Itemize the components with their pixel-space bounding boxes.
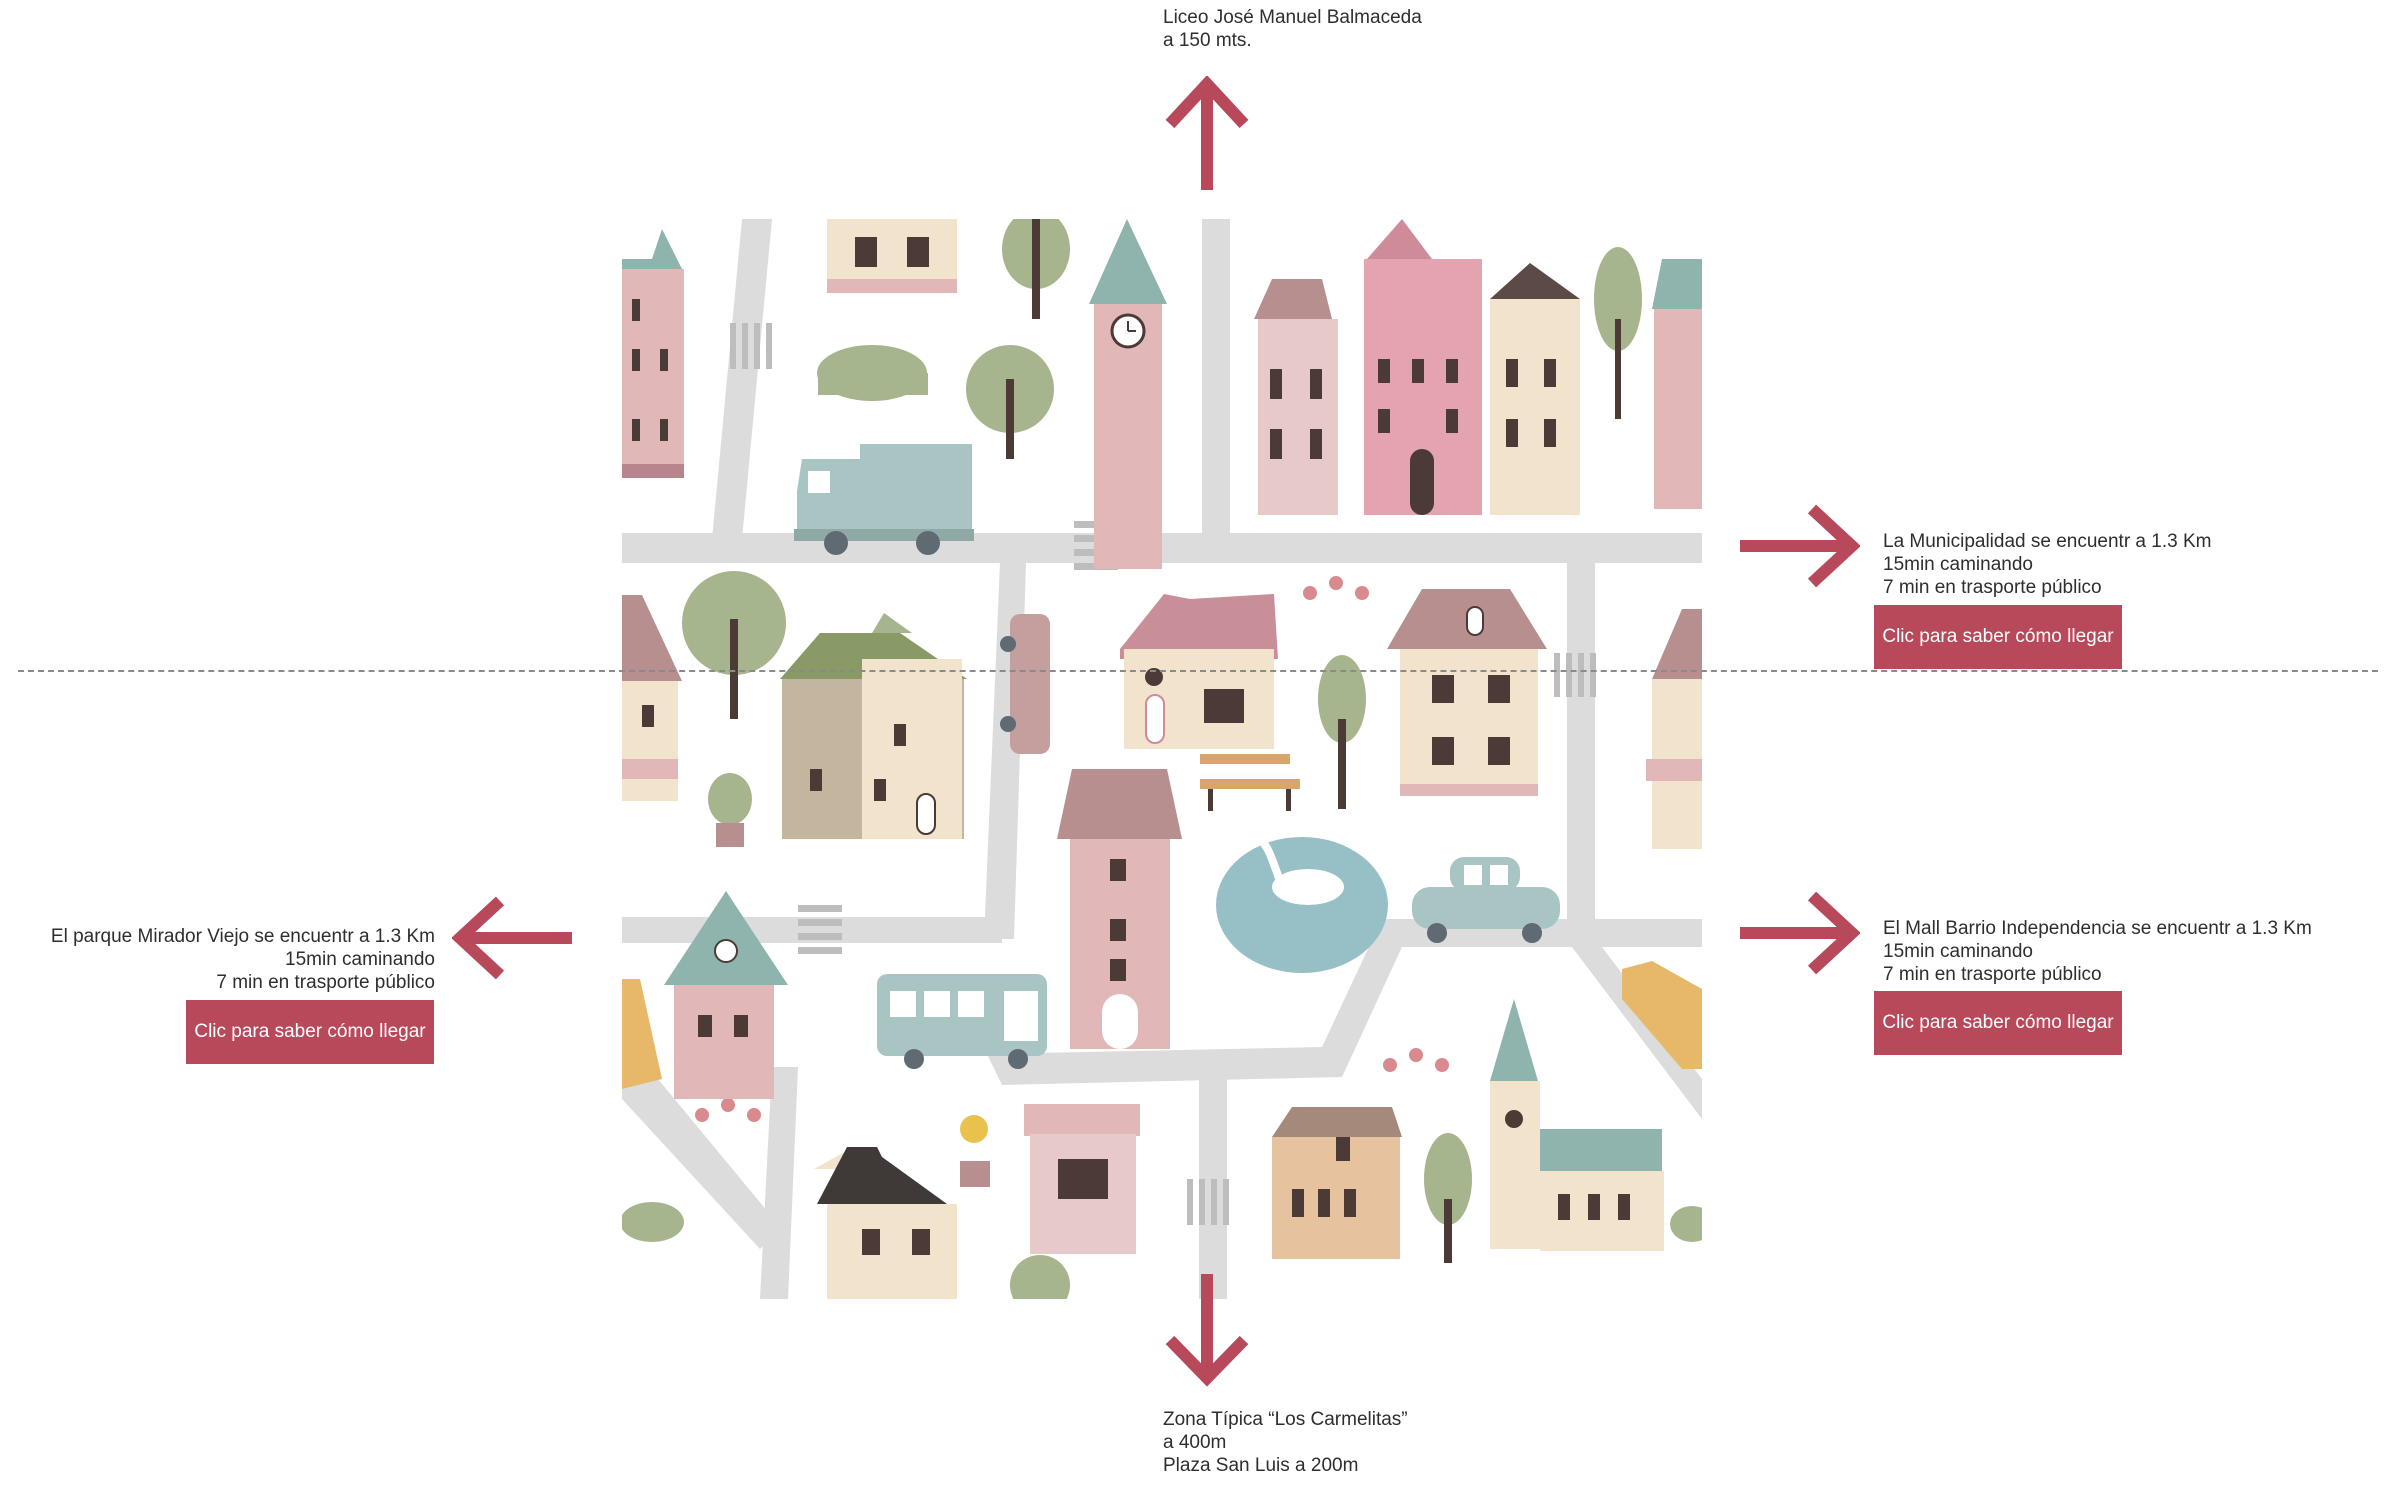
mall-directions-button[interactable]: Clic para saber cómo llegar bbox=[1874, 991, 2122, 1055]
car-icon bbox=[1000, 614, 1050, 754]
house-icon bbox=[1057, 769, 1182, 1049]
mall-destination-title: El Mall Barrio Independencia se encuentr… bbox=[1883, 918, 2312, 939]
house-icon bbox=[780, 613, 967, 839]
city-map bbox=[622, 219, 1702, 1299]
mall-transit-time: 7 min en trasporte público bbox=[1883, 964, 2102, 985]
tree-icon bbox=[1424, 1133, 1472, 1263]
dashed-guide-line bbox=[18, 670, 2378, 672]
house-icon bbox=[1490, 263, 1580, 515]
municipality-destination-label: La Municipalidad se encuentr a 1.3 Km 15… bbox=[1883, 530, 2211, 599]
arrow-left-icon bbox=[452, 896, 572, 980]
mall-destination-label: El Mall Barrio Independencia se encuentr… bbox=[1883, 917, 2312, 986]
south-plaza-distance: Plaza San Luis a 200m bbox=[1163, 1455, 1359, 1476]
bush bbox=[817, 345, 928, 401]
tree-icon bbox=[1594, 247, 1642, 419]
tree-icon bbox=[682, 571, 786, 719]
house-icon bbox=[622, 595, 682, 801]
flowers bbox=[695, 576, 1449, 1122]
park-walk-time: 15min caminando bbox=[285, 949, 435, 970]
swan-icon bbox=[1216, 828, 1388, 973]
arrow-down-icon bbox=[1165, 1274, 1249, 1387]
house-icon bbox=[1024, 1104, 1140, 1254]
tree-icon bbox=[1318, 655, 1366, 809]
plant bbox=[960, 1115, 990, 1187]
house-icon bbox=[1646, 609, 1702, 849]
car-icon bbox=[622, 979, 662, 1089]
bush bbox=[622, 1202, 1702, 1299]
house-icon bbox=[1652, 259, 1702, 509]
house-icon bbox=[827, 219, 957, 293]
municipality-destination-title: La Municipalidad se encuentr a 1.3 Km bbox=[1883, 531, 2212, 552]
bus-icon bbox=[877, 974, 1047, 1069]
arrow-up-icon bbox=[1165, 76, 1249, 190]
car-icon bbox=[1412, 857, 1560, 943]
tree-icon bbox=[966, 345, 1054, 459]
car-icon bbox=[1622, 961, 1702, 1069]
park-destination-label: El parque Mirador Viejo se encuentr a 1.… bbox=[40, 925, 435, 994]
house-icon bbox=[1254, 279, 1338, 515]
park-destination-title: El parque Mirador Viejo se encuentr a 1.… bbox=[50, 926, 435, 947]
municipality-walk-time: 15min caminando bbox=[1883, 554, 2033, 575]
south-destination-distance: a 400m bbox=[1163, 1432, 1227, 1453]
south-destination-title: Zona Típica “Los Carmelitas” bbox=[1163, 1409, 1408, 1430]
clock-tower-icon bbox=[1089, 219, 1167, 569]
park-directions-button[interactable]: Clic para saber cómo llegar bbox=[186, 1000, 434, 1064]
house-icon bbox=[664, 891, 788, 1099]
house-icon bbox=[1387, 589, 1547, 796]
truck-icon bbox=[794, 444, 974, 555]
north-destination-distance: a 150 mts. bbox=[1163, 30, 1252, 51]
house-icon bbox=[1364, 219, 1482, 515]
north-destination-label: Liceo José Manuel Balmaceda a 150 mts. bbox=[1163, 6, 1422, 52]
bench-icon bbox=[1200, 754, 1300, 811]
park-transit-time: 7 min en trasporte público bbox=[216, 972, 435, 993]
municipality-transit-time: 7 min en trasporte público bbox=[1883, 577, 2102, 598]
municipality-directions-button[interactable]: Clic para saber cómo llegar bbox=[1874, 605, 2122, 669]
house-icon bbox=[1490, 999, 1664, 1251]
north-destination-title: Liceo José Manuel Balmaceda bbox=[1163, 7, 1422, 28]
plant bbox=[708, 773, 752, 847]
tree-icon bbox=[1002, 219, 1070, 319]
house-icon bbox=[1272, 1107, 1402, 1259]
arrow-right-icon bbox=[1740, 504, 1860, 588]
house-icon bbox=[622, 229, 684, 478]
house-icon bbox=[814, 1147, 957, 1299]
house-icon bbox=[1120, 594, 1278, 749]
south-destination-label: Zona Típica “Los Carmelitas” a 400m Plaz… bbox=[1163, 1408, 1408, 1477]
arrow-right-icon bbox=[1740, 891, 1860, 975]
mall-walk-time: 15min caminando bbox=[1883, 941, 2033, 962]
